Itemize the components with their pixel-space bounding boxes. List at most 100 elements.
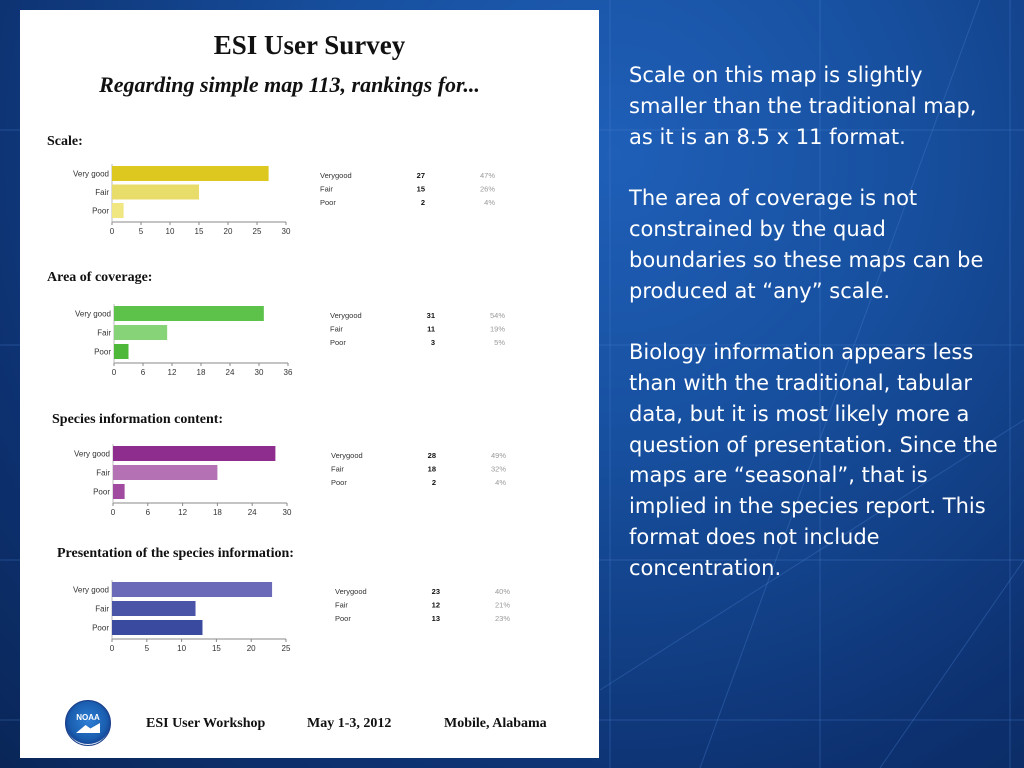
table-percent: 4% — [495, 478, 506, 487]
notes-paragraph-coverage: The area of coverage is not constrained … — [629, 186, 984, 303]
table-count: 28 — [428, 451, 436, 460]
noaa-logo: NOAA — [65, 700, 111, 746]
table-count: 13 — [432, 614, 440, 623]
table-percent: 21% — [495, 601, 510, 610]
category-label: Very good — [73, 170, 109, 179]
footer-location: Mobile, Alabama — [444, 716, 547, 731]
chart-svg: Very good Verygood 27 47% Fair Fair 15 26% Poor P… — [73, 164, 495, 236]
table-category: Verygood — [330, 311, 362, 320]
table-category: Verygood — [331, 451, 363, 460]
chart-svg: Very good Verygood 31 54% Fair Fair 11 19% Poor P… — [75, 304, 505, 377]
bar — [113, 446, 276, 461]
chart-area-of-coverage: Very good Verygood 31 54% Fair Fair 11 19% Poor P… — [60, 302, 540, 383]
table-percent: 32% — [491, 465, 506, 474]
table-category: Poor — [335, 614, 351, 623]
chart-species-information-content: Very good Verygood 28 49% Fair Fair 18 32% Poor P… — [60, 442, 540, 523]
table-percent: 19% — [490, 325, 505, 334]
table-count: 23 — [432, 587, 440, 596]
category-label: Fair — [95, 188, 109, 197]
category-label: Poor — [92, 624, 109, 633]
table-percent: 23% — [495, 614, 510, 623]
bar — [113, 484, 125, 499]
chart-svg: Very good Verygood 23 40% Fair Fair 12 21% Poor P… — [73, 580, 510, 653]
table-percent: 47% — [480, 171, 495, 180]
table-percent: 49% — [491, 451, 506, 460]
table-category: Fair — [335, 601, 348, 610]
chart-scale: Very good Verygood 27 47% Fair Fair 15 26% Poor P… — [60, 160, 540, 242]
x-tick-label: 0 — [112, 368, 117, 377]
x-tick-label: 36 — [284, 368, 293, 377]
chart-title-species-presentation: Presentation of the species information: — [57, 546, 294, 561]
slide-notes: Scale on this map is slightly smaller th… — [629, 60, 1004, 614]
table-count: 2 — [421, 198, 425, 207]
category-label: Poor — [93, 488, 110, 497]
x-tick-label: 6 — [141, 368, 146, 377]
bar — [112, 601, 196, 616]
table-category: Verygood — [320, 171, 352, 180]
footer-event: ESI User Workshop — [146, 716, 266, 731]
table-count: 31 — [427, 311, 435, 320]
x-tick-label: 30 — [282, 227, 291, 236]
bar — [112, 582, 273, 597]
bar — [113, 465, 218, 480]
poster-footer: NOAA ESI User Workshop May 1-3, 2012 Mob… — [20, 700, 599, 750]
x-tick-label: 18 — [213, 508, 222, 517]
x-tick-label: 10 — [166, 227, 175, 236]
x-tick-label: 10 — [177, 644, 186, 653]
table-count: 27 — [417, 171, 425, 180]
poster-title: ESI User Survey — [213, 30, 406, 60]
category-label: Poor — [92, 207, 109, 216]
chart-presentation-of-species-information: Very good Verygood 23 40% Fair Fair 12 21% Poor P… — [60, 578, 540, 659]
table-count: 18 — [428, 465, 436, 474]
table-category: Fair — [330, 325, 343, 334]
chart-title-area: Area of coverage: — [47, 270, 153, 285]
bar — [114, 344, 129, 359]
x-tick-label: 0 — [111, 508, 116, 517]
bar — [112, 620, 203, 635]
table-count: 11 — [427, 325, 435, 334]
x-tick-label: 5 — [139, 227, 144, 236]
x-tick-label: 15 — [212, 644, 221, 653]
x-tick-label: 15 — [195, 227, 204, 236]
bar — [112, 203, 124, 218]
footer-date: May 1-3, 2012 — [307, 716, 392, 731]
x-tick-label: 0 — [110, 644, 115, 653]
category-label: Fair — [97, 329, 111, 338]
survey-poster: ESI User Survey Regarding simple map 113… — [20, 10, 599, 758]
table-count: 15 — [417, 185, 425, 194]
table-percent: 40% — [495, 587, 510, 596]
notes-paragraph-scale: Scale on this map is slightly smaller th… — [629, 63, 977, 149]
x-tick-label: 24 — [226, 368, 235, 377]
table-percent: 5% — [494, 338, 505, 347]
notes-paragraph-biology: Biology information appears less than wi… — [629, 340, 998, 580]
category-label: Very good — [74, 450, 110, 459]
x-tick-label: 30 — [255, 368, 264, 377]
x-tick-label: 24 — [248, 508, 257, 517]
x-tick-label: 20 — [247, 644, 256, 653]
table-category: Fair — [320, 185, 333, 194]
x-tick-label: 30 — [283, 508, 292, 517]
table-count: 3 — [431, 338, 435, 347]
category-label: Very good — [75, 310, 111, 319]
bar — [112, 184, 199, 200]
x-tick-label: 12 — [168, 368, 177, 377]
category-label: Fair — [95, 605, 109, 614]
noaa-logo-text: NOAA — [76, 713, 100, 722]
table-count: 2 — [432, 478, 436, 487]
chart-title-species-content: Species information content: — [52, 412, 224, 427]
noaa-bird-icon — [76, 723, 100, 733]
table-percent: 4% — [484, 198, 495, 207]
category-label: Very good — [73, 586, 109, 595]
x-tick-label: 18 — [197, 368, 206, 377]
x-tick-label: 20 — [224, 227, 233, 236]
table-category: Poor — [320, 198, 336, 207]
x-tick-label: 12 — [178, 508, 187, 517]
bar — [112, 166, 269, 181]
table-percent: 54% — [490, 311, 505, 320]
x-tick-label: 5 — [145, 644, 150, 653]
table-percent: 26% — [480, 185, 495, 194]
bar — [114, 325, 168, 340]
table-count: 12 — [432, 601, 440, 610]
table-category: Poor — [330, 338, 346, 347]
table-category: Verygood — [335, 587, 367, 596]
